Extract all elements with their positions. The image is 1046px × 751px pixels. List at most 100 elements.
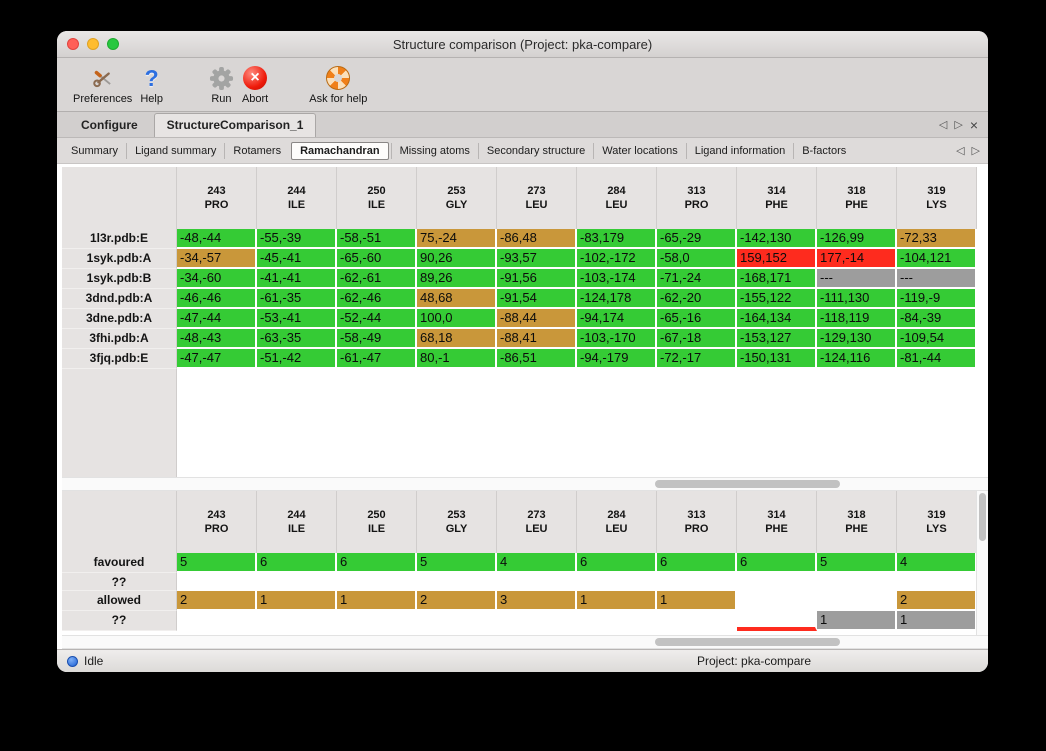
data-cell[interactable]: 1 <box>657 591 737 611</box>
data-cell[interactable]: 5 <box>177 553 257 573</box>
tab-prev-icon[interactable]: ◁ <box>938 119 948 131</box>
data-cell[interactable]: -81,-44 <box>897 349 977 369</box>
data-cell[interactable]: -119,-9 <box>897 289 977 309</box>
data-cell[interactable]: 100,0 <box>417 309 497 329</box>
data-cell[interactable] <box>257 611 337 631</box>
data-cell[interactable]: 68,18 <box>417 329 497 349</box>
zoom-button[interactable] <box>107 38 119 50</box>
data-cell[interactable]: -62,-61 <box>337 269 417 289</box>
scrollbar-thumb[interactable] <box>654 480 840 488</box>
tab-next-icon[interactable]: ▷ <box>954 119 963 131</box>
data-cell[interactable]: -103,-170 <box>577 329 657 349</box>
ask-for-help-button[interactable]: Ask for help <box>309 65 367 105</box>
subtab-prev-icon[interactable]: ◁ <box>956 145 965 157</box>
data-cell[interactable]: -48,-44 <box>177 229 257 249</box>
data-cell[interactable]: --- <box>897 269 977 289</box>
subtab-missing-atoms[interactable]: Missing atoms <box>390 142 478 159</box>
scrollbar-thumb[interactable] <box>979 493 986 541</box>
scrollbar-thumb[interactable] <box>654 638 840 646</box>
data-cell[interactable] <box>737 591 817 611</box>
subtab-ramachandran[interactable]: Ramachandran <box>291 141 389 160</box>
data-cell[interactable] <box>657 611 737 631</box>
data-cell[interactable]: -65,-16 <box>657 309 737 329</box>
data-cell[interactable]: 80,-1 <box>417 349 497 369</box>
data-cell[interactable]: -91,54 <box>497 289 577 309</box>
subtab-next-icon[interactable]: ▷ <box>971 145 980 157</box>
data-cell[interactable]: 1 <box>817 611 897 631</box>
data-cell[interactable]: -67,-18 <box>657 329 737 349</box>
vertical-scrollbar[interactable] <box>976 491 988 635</box>
data-cell[interactable] <box>257 573 337 591</box>
data-cell[interactable] <box>337 611 417 631</box>
data-cell[interactable]: 3 <box>497 591 577 611</box>
data-cell[interactable]: -86,51 <box>497 349 577 369</box>
data-cell[interactable] <box>177 611 257 631</box>
data-cell[interactable]: -91,56 <box>497 269 577 289</box>
abort-button[interactable]: × Abort <box>242 65 268 105</box>
titlebar[interactable]: Structure comparison (Project: pka-compa… <box>57 31 988 58</box>
data-cell[interactable]: -142,130 <box>737 229 817 249</box>
row-label[interactable]: ?? <box>62 573 177 591</box>
data-cell[interactable]: -58,-49 <box>337 329 417 349</box>
data-cell[interactable]: 5 <box>817 553 897 573</box>
data-cell[interactable] <box>417 611 497 631</box>
data-cell[interactable]: -102,-172 <box>577 249 657 269</box>
data-cell[interactable]: -155,122 <box>737 289 817 309</box>
row-label[interactable]: 3dnd.pdb:A <box>62 289 177 309</box>
data-cell[interactable]: -61,-47 <box>337 349 417 369</box>
data-cell[interactable]: -72,-17 <box>657 349 737 369</box>
subtab-secondary-structure[interactable]: Secondary structure <box>477 142 593 159</box>
data-cell[interactable]: -52,-44 <box>337 309 417 329</box>
data-cell[interactable]: -34,-60 <box>177 269 257 289</box>
data-cell[interactable]: 1 <box>337 591 417 611</box>
data-cell[interactable] <box>737 573 817 591</box>
row-label[interactable]: favoured <box>62 553 177 573</box>
data-cell[interactable]: -71,-24 <box>657 269 737 289</box>
data-cell[interactable]: -126,99 <box>817 229 897 249</box>
data-cell[interactable] <box>577 573 657 591</box>
data-cell[interactable]: 4 <box>897 553 977 573</box>
run-button[interactable]: Run <box>209 65 234 105</box>
data-cell[interactable] <box>817 591 897 611</box>
data-cell[interactable]: -46,-46 <box>177 289 257 309</box>
data-cell[interactable]: -65,-29 <box>657 229 737 249</box>
data-cell[interactable] <box>497 573 577 591</box>
data-cell[interactable]: -84,-39 <box>897 309 977 329</box>
data-cell[interactable]: -153,127 <box>737 329 817 349</box>
data-cell[interactable]: 6 <box>737 553 817 573</box>
subtab-summary[interactable]: Summary <box>71 144 119 157</box>
data-cell[interactable]: --- <box>817 269 897 289</box>
data-cell[interactable]: 6 <box>257 553 337 573</box>
data-cell[interactable]: -83,179 <box>577 229 657 249</box>
data-cell[interactable]: 48,68 <box>417 289 497 309</box>
minimize-button[interactable] <box>87 38 99 50</box>
preferences-button[interactable]: Preferences <box>73 65 132 105</box>
row-label[interactable]: ?? <box>62 611 177 631</box>
data-cell[interactable] <box>657 573 737 591</box>
subtab-rotamers[interactable]: Rotamers <box>224 142 289 159</box>
data-cell[interactable] <box>497 611 577 631</box>
data-cell[interactable]: -55,-39 <box>257 229 337 249</box>
subtab-water-locations[interactable]: Water locations <box>593 142 685 159</box>
data-cell[interactable]: -93,57 <box>497 249 577 269</box>
data-cell[interactable]: -48,-43 <box>177 329 257 349</box>
data-cell[interactable]: 1 <box>897 611 977 631</box>
data-cell[interactable]: -63,-35 <box>257 329 337 349</box>
data-cell[interactable]: 6 <box>337 553 417 573</box>
data-cell[interactable]: -58,0 <box>657 249 737 269</box>
data-cell[interactable]: -72,33 <box>897 229 977 249</box>
data-cell[interactable]: 90,26 <box>417 249 497 269</box>
data-cell[interactable]: 89,26 <box>417 269 497 289</box>
data-cell[interactable]: -164,134 <box>737 309 817 329</box>
data-cell[interactable]: 6 <box>577 553 657 573</box>
data-cell[interactable]: -45,-41 <box>257 249 337 269</box>
subtab-b-factors[interactable]: B-factors <box>793 142 854 159</box>
data-cell[interactable]: -103,-174 <box>577 269 657 289</box>
row-label[interactable]: 1l3r.pdb:E <box>62 229 177 249</box>
data-cell[interactable]: -124,178 <box>577 289 657 309</box>
data-cell[interactable] <box>817 573 897 591</box>
data-cell[interactable] <box>737 611 817 631</box>
data-cell[interactable]: -86,48 <box>497 229 577 249</box>
data-cell[interactable]: -124,116 <box>817 349 897 369</box>
data-cell[interactable] <box>177 573 257 591</box>
